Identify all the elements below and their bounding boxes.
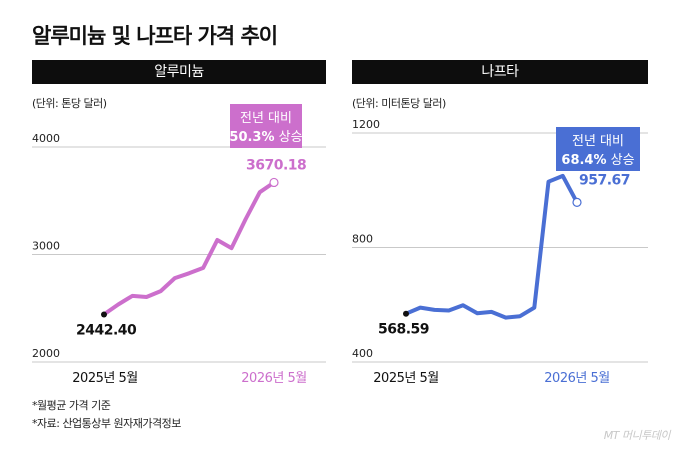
series-line <box>404 173 579 320</box>
x-end-label: 2026년 5월 <box>241 371 306 386</box>
unit-label-naphtha: (단위: 미터톤당 달러) <box>352 97 446 110</box>
annotation-box <box>230 104 302 148</box>
y-tick-label: 2000 <box>32 347 60 360</box>
annotation-line2: 68.4% 상승 <box>561 153 634 168</box>
x-start-label: 2025년 5월 <box>72 371 137 386</box>
panel-header-naphtha: 나프타 <box>352 60 648 84</box>
annotation-line1: 전년 대비 <box>240 111 292 126</box>
chart-title: 알루미늄 및 나프타 가격 추이 <box>32 24 278 48</box>
annotation-line2: 50.3% 상승 <box>229 130 302 145</box>
aluminum-chart: 2000 3000 4000 2442.40 3670.18 전년 대비 50.3% 상승 2… <box>32 104 326 386</box>
unit-label-aluminum: (단위: 톤당 달러) <box>32 97 107 110</box>
x-end-label: 2026년 5월 <box>544 371 609 386</box>
start-point <box>403 310 409 317</box>
footnote-basis: *월평균 가격 기준 <box>32 399 111 412</box>
end-value-label: 957.67 <box>579 172 630 188</box>
end-point <box>269 177 279 188</box>
series-line <box>102 180 276 317</box>
naphtha-chart: 400 800 1200 568.59 957.67 전년 대비 68.4% 상승 2025년… <box>352 118 648 386</box>
y-tick-label: 1200 <box>352 118 380 131</box>
end-point <box>572 197 582 207</box>
publisher-credit: MT 머니투데이 <box>603 429 671 442</box>
footnote-source: *자료: 산업통상부 원자재가격정보 <box>32 417 181 430</box>
panel-header-aluminum: 알루미늄 <box>32 60 326 84</box>
y-tick-label: 800 <box>352 233 373 246</box>
start-value-label: 2442.40 <box>76 322 137 338</box>
start-value-label: 568.59 <box>378 322 429 338</box>
annotation-box <box>556 127 640 171</box>
start-point <box>101 311 107 318</box>
y-tick-label: 4000 <box>32 132 60 145</box>
y-tick-label: 3000 <box>32 240 60 253</box>
y-tick-label: 400 <box>352 347 373 360</box>
annotation-line1: 전년 대비 <box>572 134 624 149</box>
x-start-label: 2025년 5월 <box>373 371 438 386</box>
end-value-label: 3670.18 <box>246 157 306 173</box>
